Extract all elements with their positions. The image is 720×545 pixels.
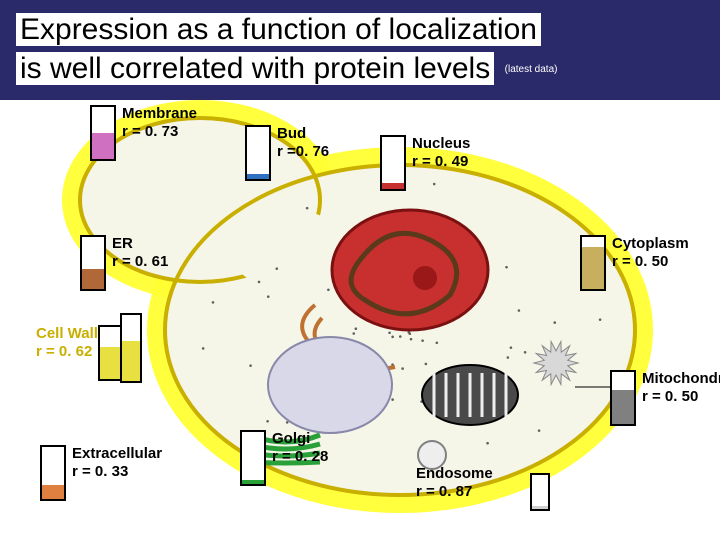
loc-golgi: Golgir = 0. 28 bbox=[240, 430, 328, 486]
bar-nucleus bbox=[380, 135, 406, 191]
label-golgi: Golgir = 0. 28 bbox=[272, 430, 328, 466]
bar-bud bbox=[245, 125, 271, 181]
label-endosome: Endosomer = 0. 87 bbox=[416, 465, 493, 501]
title-bar: Expression as a function of localization… bbox=[0, 0, 720, 100]
bar-membrane bbox=[90, 105, 116, 161]
label-mito: Mitochondriar = 0. 50 bbox=[642, 370, 720, 406]
loc-cytoplasm: Cytoplasmr = 0. 50 bbox=[580, 235, 689, 291]
bar-cellwall-2 bbox=[120, 313, 148, 383]
label-cytoplasm: Cytoplasmr = 0. 50 bbox=[612, 235, 689, 271]
label-er: ERr = 0. 61 bbox=[112, 235, 168, 271]
loc-membrane: Membraner = 0. 73 bbox=[90, 105, 197, 161]
bar-er bbox=[80, 235, 106, 291]
bar-mito bbox=[610, 370, 636, 426]
diagram-canvas: Membraner = 0. 73 Budr =0. 76 Nucleusr = 0… bbox=[0, 95, 720, 540]
bar-endosome-aux bbox=[530, 473, 556, 511]
label-membrane: Membraner = 0. 73 bbox=[122, 105, 197, 141]
loc-endosome: Endosomer = 0. 87 bbox=[416, 465, 493, 501]
title-line2: is well correlated with protein levels bbox=[16, 52, 494, 85]
loc-mito: Mitochondriar = 0. 50 bbox=[610, 370, 720, 426]
loc-er: ERr = 0. 61 bbox=[80, 235, 168, 291]
label-bud: Budr =0. 76 bbox=[277, 125, 329, 161]
bar-cytoplasm bbox=[580, 235, 606, 291]
title-sub: (latest data) bbox=[505, 64, 558, 75]
label-cellwall: Cell Wallr = 0. 62 bbox=[36, 325, 98, 361]
label-extracell: Extracellularr = 0. 33 bbox=[72, 445, 162, 481]
loc-nucleus: Nucleusr = 0. 49 bbox=[380, 135, 470, 191]
loc-cellwall: Cell Wallr = 0. 62 bbox=[36, 325, 130, 381]
bar-extracell bbox=[40, 445, 66, 501]
title-line1: Expression as a function of localization bbox=[16, 13, 541, 46]
label-nucleus: Nucleusr = 0. 49 bbox=[412, 135, 470, 171]
bar-golgi bbox=[240, 430, 266, 486]
loc-extracell: Extracellularr = 0. 33 bbox=[40, 445, 162, 501]
loc-bud: Budr =0. 76 bbox=[245, 125, 329, 181]
